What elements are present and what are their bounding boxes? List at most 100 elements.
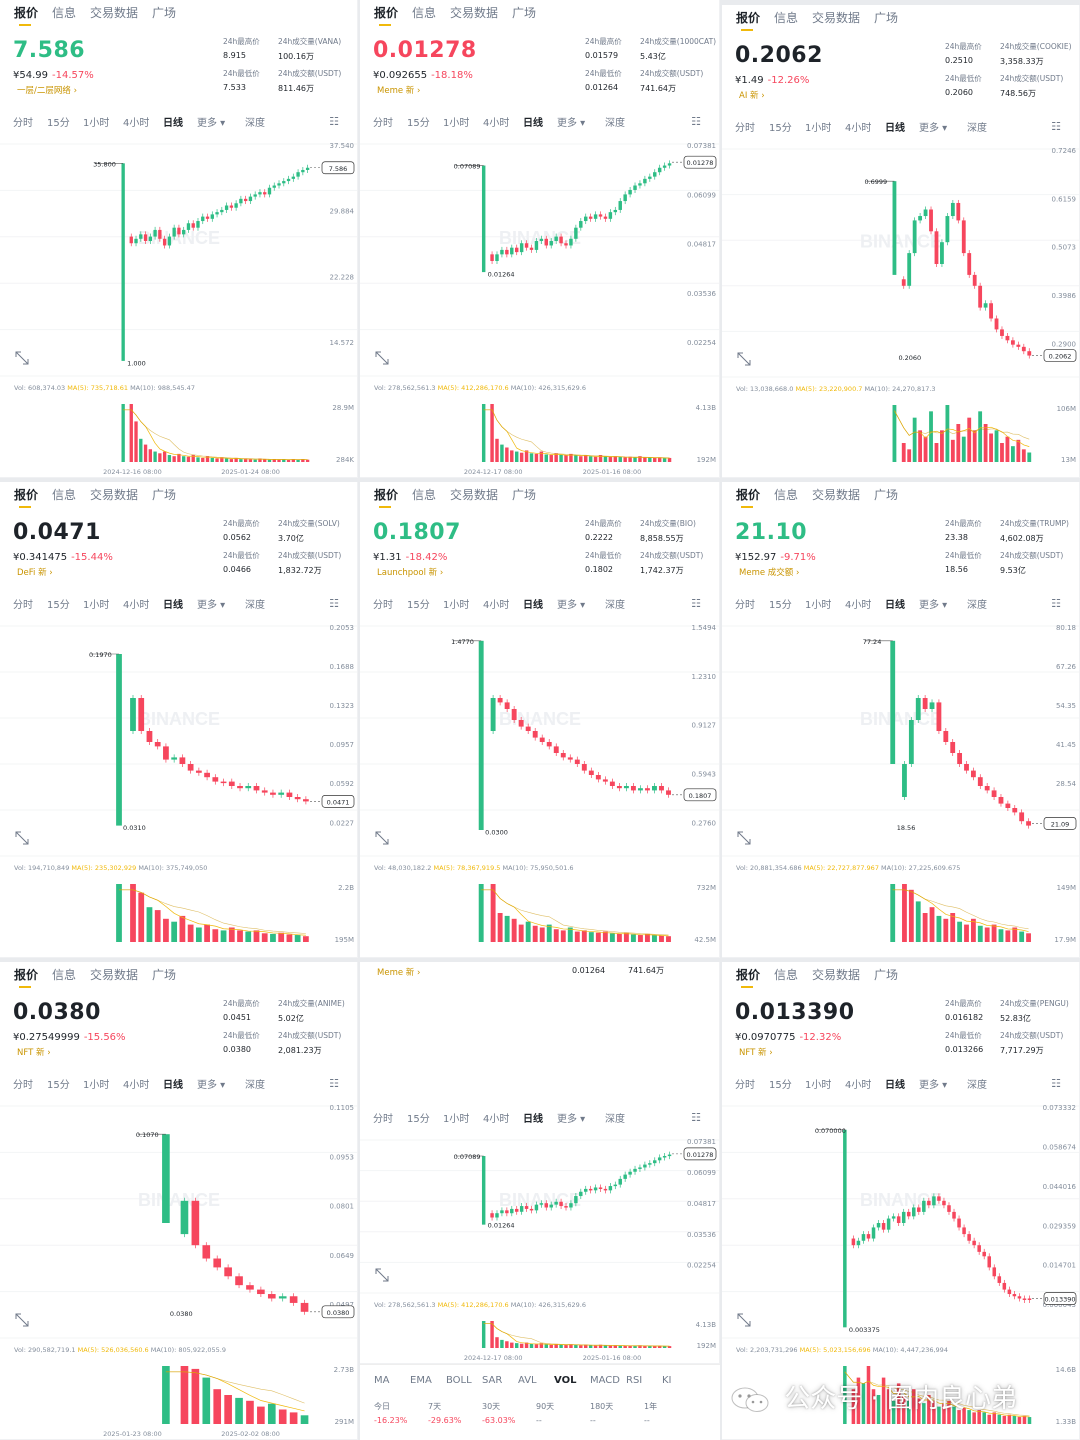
timeframe-1h[interactable]: 1小时 (805, 1076, 831, 1091)
timeframe-15m[interactable]: 15分 (769, 596, 792, 611)
sector-tag[interactable]: Launchpool 新 › (377, 566, 443, 578)
timeframe-1d[interactable]: 日线 (163, 1076, 183, 1091)
timeframe-1h[interactable]: 1小时 (83, 114, 109, 129)
timeframe-1d[interactable]: 日线 (885, 596, 905, 611)
tab-trade-data[interactable]: 交易数据 (812, 9, 860, 27)
timeframe-15m[interactable]: 15分 (407, 596, 430, 611)
tab-info[interactable]: 信息 (52, 4, 76, 22)
chart-settings-icon[interactable]: ☷ (691, 115, 701, 128)
timeframe-depth[interactable]: 深度 (245, 1076, 265, 1091)
timeframe-15m[interactable]: 15分 (47, 114, 70, 129)
timeframe-4h[interactable]: 4小时 (123, 114, 149, 129)
tab-trade-data[interactable]: 交易数据 (90, 486, 138, 504)
timeframe-more[interactable]: 更多 ▾ (557, 596, 585, 611)
sector-tag[interactable]: Meme 新 › (377, 84, 420, 96)
indicator-tab-ema[interactable]: EMA (410, 1375, 446, 1386)
chart-settings-icon[interactable]: ☷ (329, 115, 339, 128)
timeframe-4h[interactable]: 4小时 (123, 596, 149, 611)
timeframe-depth[interactable]: 深度 (605, 596, 625, 611)
timeframe-15m[interactable]: 15分 (47, 596, 70, 611)
tab-quote[interactable]: 报价 (14, 4, 38, 22)
tab-info[interactable]: 信息 (774, 486, 798, 504)
tab-trade-data[interactable]: 交易数据 (90, 4, 138, 22)
sector-tag[interactable]: AI 新 › (739, 89, 765, 101)
tab-square[interactable]: 广场 (874, 966, 898, 984)
chart-settings-icon[interactable]: ☷ (1051, 120, 1061, 133)
timeframe-line[interactable]: 分时 (735, 596, 755, 611)
timeframe-more[interactable]: 更多 ▾ (197, 114, 225, 129)
sector-tag[interactable]: 一层/二层网络 › (17, 84, 77, 96)
indicator-tab-vol[interactable]: VOL (554, 1375, 590, 1386)
timeframe-1h[interactable]: 1小时 (805, 119, 831, 134)
chart-settings-icon[interactable]: ☷ (329, 597, 339, 610)
kline-chart[interactable]: BINANCE 0.07381 0.06099 0.04817 0.03536 0.022… (360, 140, 720, 476)
timeframe-more[interactable]: 更多 ▾ (919, 596, 947, 611)
kline-chart[interactable]: BINANCE80.1867.2654.3541.4528.5415.6277.… (722, 622, 1080, 956)
indicator-tab-avl[interactable]: AVL (518, 1375, 554, 1386)
tab-info[interactable]: 信息 (774, 9, 798, 27)
tab-info[interactable]: 信息 (52, 966, 76, 984)
tab-quote[interactable]: 报价 (14, 486, 38, 504)
kline-chart[interactable]: BINANCE37.54029.88422.22814.57235.8001.0… (0, 140, 358, 476)
timeframe-4h[interactable]: 4小时 (483, 596, 509, 611)
timeframe-1d[interactable]: 日线 (523, 596, 543, 611)
timeframe-line[interactable]: 分时 (13, 114, 33, 129)
tab-trade-data[interactable]: 交易数据 (450, 4, 498, 22)
indicator-tab-macd[interactable]: MACD (590, 1375, 626, 1386)
kline-chart[interactable]: BINANCE 0.1105 0.0953 0.0801 0.0649 0.0497 0.1… (0, 1102, 358, 1438)
tab-square[interactable]: 广场 (152, 486, 176, 504)
tab-quote[interactable]: 报价 (736, 966, 760, 984)
timeframe-1h[interactable]: 1小时 (83, 596, 109, 611)
chart-settings-icon[interactable]: ☷ (1051, 597, 1061, 610)
indicator-tab-boll[interactable]: BOLL (446, 1375, 482, 1386)
tab-trade-data[interactable]: 交易数据 (90, 966, 138, 984)
tab-quote[interactable]: 报价 (736, 9, 760, 27)
kline-chart[interactable]: BINANCE 0.07381 0.06099 0.04817 0.03536 0.022… (360, 1136, 720, 1362)
tab-quote[interactable]: 报价 (374, 4, 398, 22)
timeframe-1h[interactable]: 1小时 (805, 596, 831, 611)
tab-square[interactable]: 广场 (152, 4, 176, 22)
tab-square[interactable]: 广场 (512, 486, 536, 504)
timeframe-depth[interactable]: 深度 (967, 119, 987, 134)
chart-settings-icon[interactable]: ☷ (329, 1077, 339, 1090)
timeframe-15m[interactable]: 15分 (407, 1110, 430, 1125)
timeframe-depth[interactable]: 深度 (605, 114, 625, 129)
tab-square[interactable]: 广场 (874, 486, 898, 504)
timeframe-15m[interactable]: 15分 (769, 119, 792, 134)
timeframe-4h[interactable]: 4小时 (845, 1076, 871, 1091)
sector-tag[interactable]: NFT 新 › (17, 1046, 51, 1058)
timeframe-4h[interactable]: 4小时 (845, 596, 871, 611)
indicator-tab-ki[interactable]: KI (662, 1375, 698, 1386)
timeframe-line[interactable]: 分时 (373, 1110, 393, 1125)
timeframe-1d[interactable]: 日线 (885, 119, 905, 134)
tab-trade-data[interactable]: 交易数据 (812, 966, 860, 984)
kline-chart[interactable]: BINANCE 1.5494 1.2310 0.9127 0.5943 0.2760 1.4… (360, 622, 720, 956)
timeframe-more[interactable]: 更多 ▾ (919, 119, 947, 134)
kline-chart[interactable]: BINANCE 0.2053 0.1688 0.1323 0.0957 0.0592 0.0… (0, 622, 358, 956)
tab-trade-data[interactable]: 交易数据 (812, 486, 860, 504)
kline-chart[interactable]: BINANCE 0.7246 0.6159 0.5073 0.3986 0.2900 0.6… (722, 145, 1080, 476)
sector-tag[interactable]: Meme 成交额 › (739, 566, 799, 578)
timeframe-depth[interactable]: 深度 (967, 596, 987, 611)
tab-info[interactable]: 信息 (774, 966, 798, 984)
timeframe-line[interactable]: 分时 (735, 119, 755, 134)
indicator-tab-ma[interactable]: MA (374, 1375, 410, 1386)
tab-info[interactable]: 信息 (412, 4, 436, 22)
tab-square[interactable]: 广场 (512, 4, 536, 22)
tab-info[interactable]: 信息 (52, 486, 76, 504)
timeframe-more[interactable]: 更多 ▾ (197, 1076, 225, 1091)
tab-square[interactable]: 广场 (152, 966, 176, 984)
timeframe-4h[interactable]: 4小时 (483, 1110, 509, 1125)
timeframe-1h[interactable]: 1小时 (83, 1076, 109, 1091)
timeframe-more[interactable]: 更多 ▾ (557, 1110, 585, 1125)
timeframe-1d[interactable]: 日线 (885, 1076, 905, 1091)
timeframe-line[interactable]: 分时 (13, 1076, 33, 1091)
tab-quote[interactable]: 报价 (14, 966, 38, 984)
timeframe-1d[interactable]: 日线 (523, 1110, 543, 1125)
timeframe-line[interactable]: 分时 (13, 596, 33, 611)
timeframe-depth[interactable]: 深度 (605, 1110, 625, 1125)
timeframe-more[interactable]: 更多 ▾ (557, 114, 585, 129)
chart-settings-icon[interactable]: ☷ (691, 1111, 701, 1124)
timeframe-line[interactable]: 分时 (735, 1076, 755, 1091)
sector-tag[interactable]: DeFi 新 › (17, 566, 53, 578)
